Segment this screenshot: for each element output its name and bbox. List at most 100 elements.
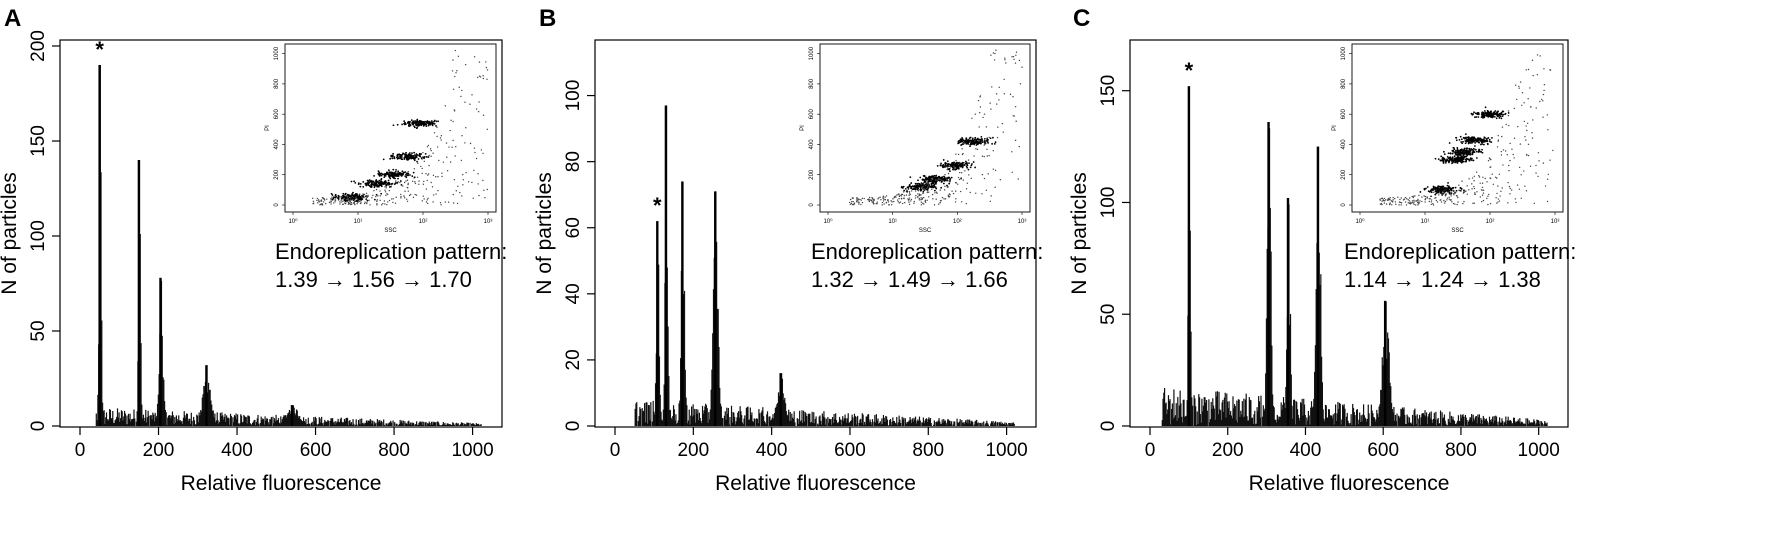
histogram-bar xyxy=(144,417,146,426)
histogram-bar xyxy=(740,411,742,426)
inset-point xyxy=(482,77,485,80)
histogram-bar xyxy=(372,420,374,426)
inset-point xyxy=(320,203,322,205)
inset-point xyxy=(1464,133,1467,136)
inset-point xyxy=(392,152,395,155)
histogram-bar xyxy=(347,424,349,426)
inset-point xyxy=(918,197,921,200)
inset-point xyxy=(941,165,944,168)
inset-point xyxy=(407,153,410,156)
histogram-bar xyxy=(675,414,677,426)
inset-point xyxy=(891,201,893,203)
inset-point xyxy=(1525,139,1527,141)
inset-point xyxy=(1009,93,1012,96)
inset-point xyxy=(416,160,418,163)
inset-point xyxy=(972,140,974,143)
histogram-bar xyxy=(879,421,881,426)
histogram-bar xyxy=(973,424,975,426)
inset-point xyxy=(974,140,976,142)
histogram-bar xyxy=(1488,424,1490,426)
histogram-bar xyxy=(698,420,700,426)
histogram-bar xyxy=(1495,416,1498,426)
inset-point xyxy=(391,154,394,157)
inset-point xyxy=(437,189,439,192)
inset-point xyxy=(399,180,402,182)
histogram-bar xyxy=(368,420,370,426)
histogram-bar xyxy=(1337,401,1339,426)
histogram-bar xyxy=(1257,411,1259,426)
histogram-bar xyxy=(948,420,950,426)
histogram-bar xyxy=(134,418,136,426)
inset-point xyxy=(999,179,1002,181)
inset-point xyxy=(914,182,917,185)
histogram-bar xyxy=(424,422,426,426)
histogram-bar xyxy=(896,416,898,426)
histogram-bar xyxy=(457,423,459,426)
inset-point xyxy=(1508,164,1510,167)
histogram-bar xyxy=(1446,425,1448,426)
inset-point xyxy=(352,202,355,204)
inset-point xyxy=(334,199,336,201)
inset-point xyxy=(969,139,972,142)
inset-point xyxy=(989,137,992,140)
histogram-bar xyxy=(1230,415,1233,426)
inset-point xyxy=(1475,157,1478,159)
inset-point xyxy=(910,190,913,192)
inset-point xyxy=(478,194,480,197)
inset-point xyxy=(408,154,411,157)
histogram-bar xyxy=(306,424,308,426)
inset-point xyxy=(907,187,910,190)
histogram-bar xyxy=(641,408,643,426)
inset-point xyxy=(357,197,360,200)
histogram-bar xyxy=(1210,401,1212,426)
inset-point xyxy=(360,200,362,202)
histogram-bar xyxy=(1217,414,1219,426)
histogram-bar xyxy=(226,415,228,426)
inset-point xyxy=(334,201,336,203)
inset-point xyxy=(407,187,409,189)
inset-point xyxy=(362,185,365,188)
histogram-bar xyxy=(412,423,414,426)
histogram-bar xyxy=(1190,331,1192,426)
inset-point xyxy=(1446,184,1449,187)
inset-point xyxy=(430,155,432,157)
histogram-bar xyxy=(708,419,711,426)
histogram-bar xyxy=(135,421,137,426)
inset-point xyxy=(354,194,357,197)
histogram-bar xyxy=(153,414,155,426)
inset-point xyxy=(389,177,392,180)
inset-point xyxy=(1537,152,1540,154)
inset-point xyxy=(971,163,973,165)
histogram-bar xyxy=(884,422,886,426)
inset-point xyxy=(324,199,326,201)
histogram-bar xyxy=(295,409,298,426)
histogram-bar xyxy=(1527,423,1529,426)
histogram-bar xyxy=(1345,416,1348,426)
histogram-bar xyxy=(427,423,429,426)
inset-point xyxy=(918,183,921,185)
inset-y-tick-label: 800 xyxy=(809,78,815,89)
histogram-bar xyxy=(243,415,245,426)
histogram-bar xyxy=(464,424,466,426)
histogram-bar xyxy=(303,421,305,426)
inset-point xyxy=(1430,195,1433,198)
histogram-bar xyxy=(1275,422,1278,426)
inset-point xyxy=(1487,137,1490,139)
histogram-bar xyxy=(405,423,407,426)
histogram-bar xyxy=(1243,398,1245,426)
histogram-bar xyxy=(434,421,436,426)
inset-point xyxy=(1439,190,1442,193)
inset-point xyxy=(924,200,926,202)
inset-point xyxy=(920,182,923,184)
histogram-bar xyxy=(1361,421,1363,426)
inset-point xyxy=(1004,57,1006,59)
inset-point xyxy=(1454,186,1457,189)
histogram-bar xyxy=(1163,387,1166,426)
inset-point xyxy=(1021,66,1023,68)
inset-point xyxy=(937,175,940,178)
inset-point xyxy=(1445,194,1447,196)
histogram-bar xyxy=(452,423,455,426)
histogram-bar xyxy=(1008,422,1011,426)
inset-point xyxy=(409,121,411,123)
histogram-bar xyxy=(1186,400,1188,426)
